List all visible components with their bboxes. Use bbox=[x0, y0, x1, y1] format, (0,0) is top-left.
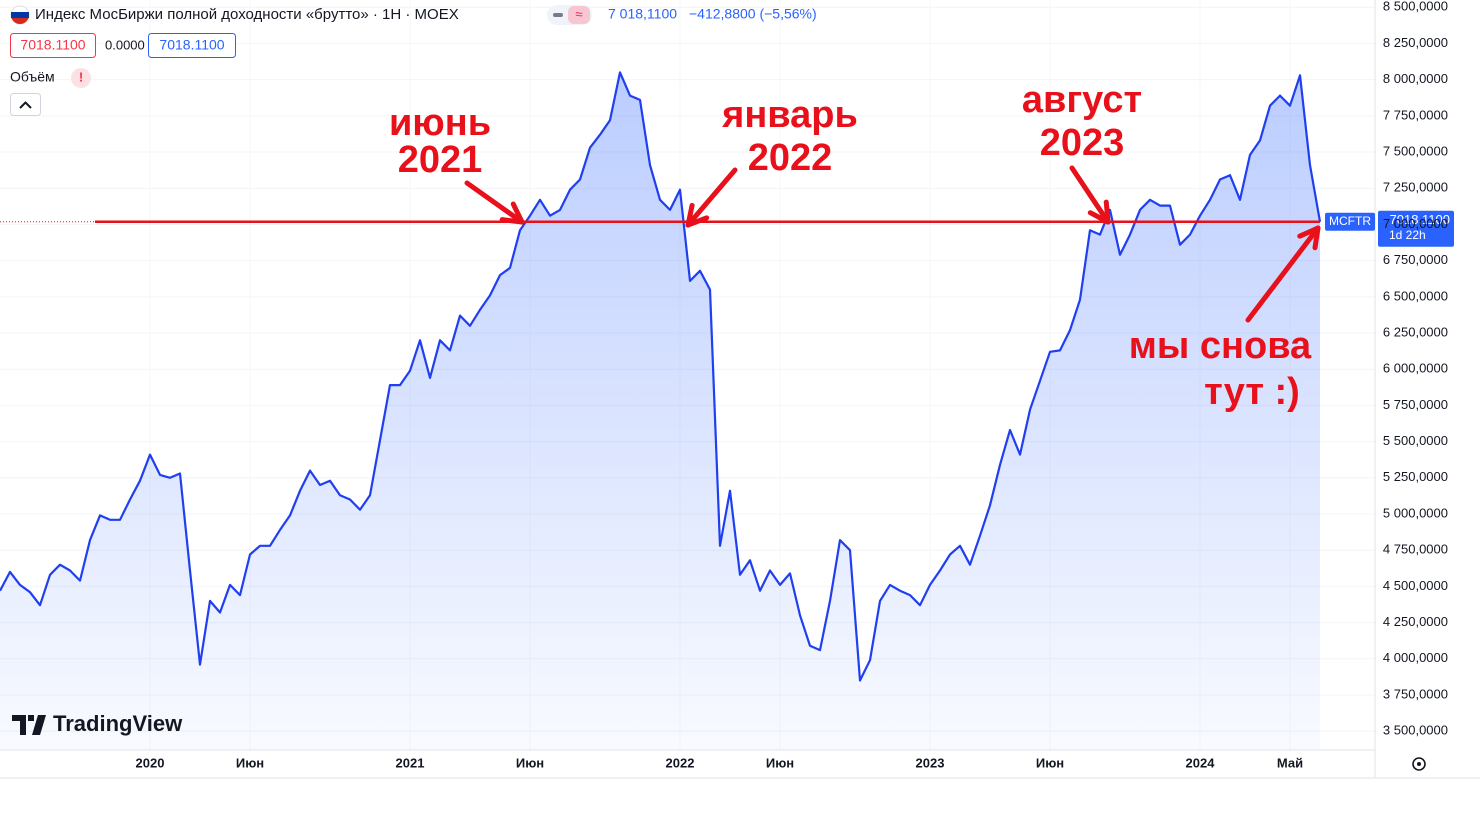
y-tick-label: 6 000,0000 bbox=[1383, 361, 1448, 376]
change: −412,8800 (−5,56%) bbox=[689, 6, 817, 22]
arrow-head bbox=[499, 217, 525, 225]
annotation: 2022 bbox=[748, 137, 833, 179]
arrow-head bbox=[1312, 225, 1321, 251]
quote: 7 018,1100 bbox=[608, 6, 677, 22]
settings bbox=[1417, 762, 1421, 766]
chart-title: Индекс МосБиржи полной доходности «брутт… bbox=[35, 6, 459, 23]
y-tick-label: 6 500,0000 bbox=[1383, 288, 1448, 303]
y-tick-label: 5 000,0000 bbox=[1383, 505, 1448, 520]
input-value: 7018.1100 bbox=[159, 37, 224, 53]
arrow-head bbox=[1087, 210, 1111, 225]
price-line bbox=[0, 71, 1322, 682]
y-tick-label: 4 500,0000 bbox=[1383, 578, 1448, 593]
price-badge bbox=[1378, 210, 1454, 247]
y-tick-label: 5 750,0000 bbox=[1383, 397, 1448, 412]
y-tick-label: 5 250,0000 bbox=[1383, 469, 1448, 484]
chevron bbox=[19, 101, 32, 109]
arrow-head bbox=[685, 215, 710, 228]
y-tick-label: 6 250,0000 bbox=[1383, 324, 1448, 339]
countdown: 1d 22h bbox=[1389, 228, 1426, 242]
x-tick-label: 2021 bbox=[396, 755, 425, 770]
toggle-icon bbox=[553, 13, 563, 17]
y-tick-label: 4 000,0000 bbox=[1383, 650, 1448, 665]
arrow-head bbox=[1103, 199, 1111, 225]
x-tick-label: 2024 bbox=[1186, 755, 1216, 770]
y-tick-label: 8 250,0000 bbox=[1383, 35, 1448, 50]
annotation: тут :) bbox=[1204, 371, 1300, 413]
x-tick-label: 2022 bbox=[666, 755, 695, 770]
y-tick-label: 7 250,0000 bbox=[1383, 180, 1448, 195]
input-value: 0.0000 bbox=[105, 37, 145, 52]
symbol-badge bbox=[1325, 212, 1375, 231]
arrow-head bbox=[510, 201, 525, 225]
x-tick-label: Май bbox=[1277, 755, 1303, 770]
y-tick-label: 8 000,0000 bbox=[1383, 71, 1448, 86]
x-tick-label: Июн bbox=[516, 755, 544, 770]
toggle-icon bbox=[568, 6, 590, 24]
arrow-head bbox=[685, 202, 695, 228]
flag bbox=[11, 12, 29, 18]
warning-icon: ! bbox=[79, 69, 83, 84]
x-tick-label: 2023 bbox=[916, 755, 945, 770]
y-tick-label: 4 750,0000 bbox=[1383, 542, 1448, 557]
y-tick-label: 7 000,0000 bbox=[1383, 216, 1448, 231]
arrow-head bbox=[1297, 225, 1321, 239]
settings[interactable] bbox=[1412, 757, 1426, 771]
x-tick-label: Июн bbox=[766, 755, 794, 770]
y-tick-label: 5 500,0000 bbox=[1383, 433, 1448, 448]
input-box[interactable] bbox=[148, 33, 236, 58]
price-label: 7018,1100 bbox=[1390, 212, 1451, 227]
area-fill bbox=[0, 72, 1320, 750]
x-tick-label: Июн bbox=[236, 755, 264, 770]
y-tick-label: 7 750,0000 bbox=[1383, 107, 1448, 122]
annotation: 2021 bbox=[398, 139, 483, 181]
y-tick-label: 4 250,0000 bbox=[1383, 614, 1448, 629]
y-tick-label: 7 500,0000 bbox=[1383, 143, 1448, 158]
x-tick-label: Июн bbox=[1036, 755, 1064, 770]
volume-label: Объём bbox=[10, 69, 55, 85]
annotation: июнь bbox=[389, 102, 491, 144]
arrow bbox=[1069, 165, 1111, 225]
annotation: 2023 bbox=[1040, 122, 1125, 164]
annotation: август bbox=[1022, 79, 1142, 121]
x-tick-label: 2020 bbox=[136, 755, 165, 770]
input-value: 7018.1100 bbox=[20, 37, 85, 53]
arrow bbox=[1245, 225, 1321, 323]
symbol-label: MCFTR bbox=[1329, 214, 1371, 228]
annotation: мы снова bbox=[1129, 325, 1312, 367]
brand: TradingView bbox=[53, 711, 183, 736]
y-tick-label: 8 500,0000 bbox=[1383, 0, 1448, 14]
annotation: январь bbox=[721, 94, 858, 136]
arrow bbox=[464, 180, 525, 225]
collapse-button[interactable] bbox=[10, 93, 41, 116]
y-tick-label: 6 750,0000 bbox=[1383, 252, 1448, 267]
logo bbox=[12, 715, 46, 735]
warning-icon[interactable] bbox=[71, 68, 91, 88]
arrow bbox=[685, 167, 738, 228]
y-tick-label: 3 750,0000 bbox=[1383, 686, 1448, 701]
input-box[interactable] bbox=[10, 33, 96, 58]
toggle-icon: ≈ bbox=[575, 6, 582, 21]
y-tick-label: 3 500,0000 bbox=[1383, 723, 1448, 738]
